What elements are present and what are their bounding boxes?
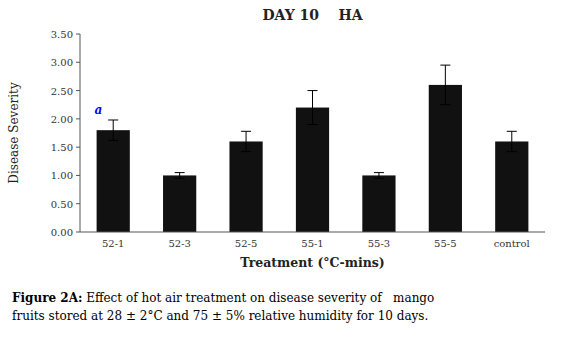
error-bar-stem [246,131,247,151]
error-bar [374,173,384,179]
error-bar-cap [108,140,118,141]
tick-mark [76,232,80,233]
tick-label: 1.00 [51,170,73,181]
tick-mark [76,175,80,176]
tick-mark [76,34,80,35]
error-bar [507,131,517,151]
error-bar-cap [241,151,251,152]
error-bar-cap [440,104,450,105]
tick-label: 0.50 [51,199,73,210]
tick-label: 2.00 [51,114,73,125]
tick-label: 52-1 [102,238,124,249]
error-bar-stem [445,65,446,105]
error-bar-stem [378,173,379,179]
tick-mark [76,90,80,91]
error-bar-stem [312,91,313,125]
error-bar-cap [241,131,251,132]
error-bar-stem [179,173,180,179]
tick-label: 3.00 [51,57,73,68]
tick-label: 0.00 [51,227,73,238]
error-bar-cap [175,172,185,173]
error-bar [108,120,118,140]
title: DAY 10 HA [262,7,363,23]
caption-text: fruits stored at 28 ± 2°C and 75 ± 5% re… [12,309,428,323]
error-bar-cap [440,65,450,66]
bar [429,85,462,232]
error-bar-cap [308,90,318,91]
bars [97,65,529,232]
bar [296,108,329,232]
bar [495,141,528,232]
error-bar-cap [507,131,517,132]
error-bar-cap [507,151,517,152]
tick-mark [76,62,80,63]
caption-label: Figure 2A: [12,291,82,305]
tick-label: 55-1 [301,238,323,249]
chart: DAY 10 HA 0.00 0.50 1.00 1.50 2.00 2.50 3.00 3.5… [0,0,565,357]
y-axis-label: Disease Severity [7,82,21,184]
error-bar [241,131,251,151]
error-bar-cap [175,178,185,179]
tick-label: 55-5 [434,238,456,249]
error-bar [175,173,185,179]
caption-line: fruits stored at 28 ± 2°C and 75 ± 5% re… [12,309,428,323]
annotation: a [95,103,103,117]
tick-label: control [494,238,530,249]
x-axis-label: Treatment (°C-mins) [240,255,385,270]
bar [362,175,395,232]
error-bar-cap [374,172,384,173]
tick-label: 2.50 [51,86,73,97]
bar [97,130,130,232]
error-bar-cap [308,124,318,125]
bar [163,175,196,232]
error-bar [440,65,450,105]
tick-label: 52-3 [168,238,190,249]
x-axis-line [80,232,545,233]
error-bar-stem [511,131,512,151]
bar [229,141,262,232]
error-bar-stem [113,120,114,140]
y-axis: 0.00 0.50 1.00 1.50 2.00 2.50 3.00 3.50 [51,29,80,238]
error-bar-cap [108,119,118,120]
tick-mark [76,118,80,119]
tick-label: 3.50 [51,29,73,40]
tick-mark [76,203,80,204]
error-bar-cap [374,178,384,179]
caption-text: Effect of hot air treatment on disease s… [82,291,434,305]
tick-label: 1.50 [51,142,73,153]
y-axis-line [80,34,81,232]
error-bar [308,91,318,125]
tick-label: 55-3 [368,238,390,249]
tick-mark [76,147,80,148]
tick-label: 52-5 [235,238,257,249]
caption-line: Figure 2A: Effect of hot air treatment o… [12,291,434,305]
